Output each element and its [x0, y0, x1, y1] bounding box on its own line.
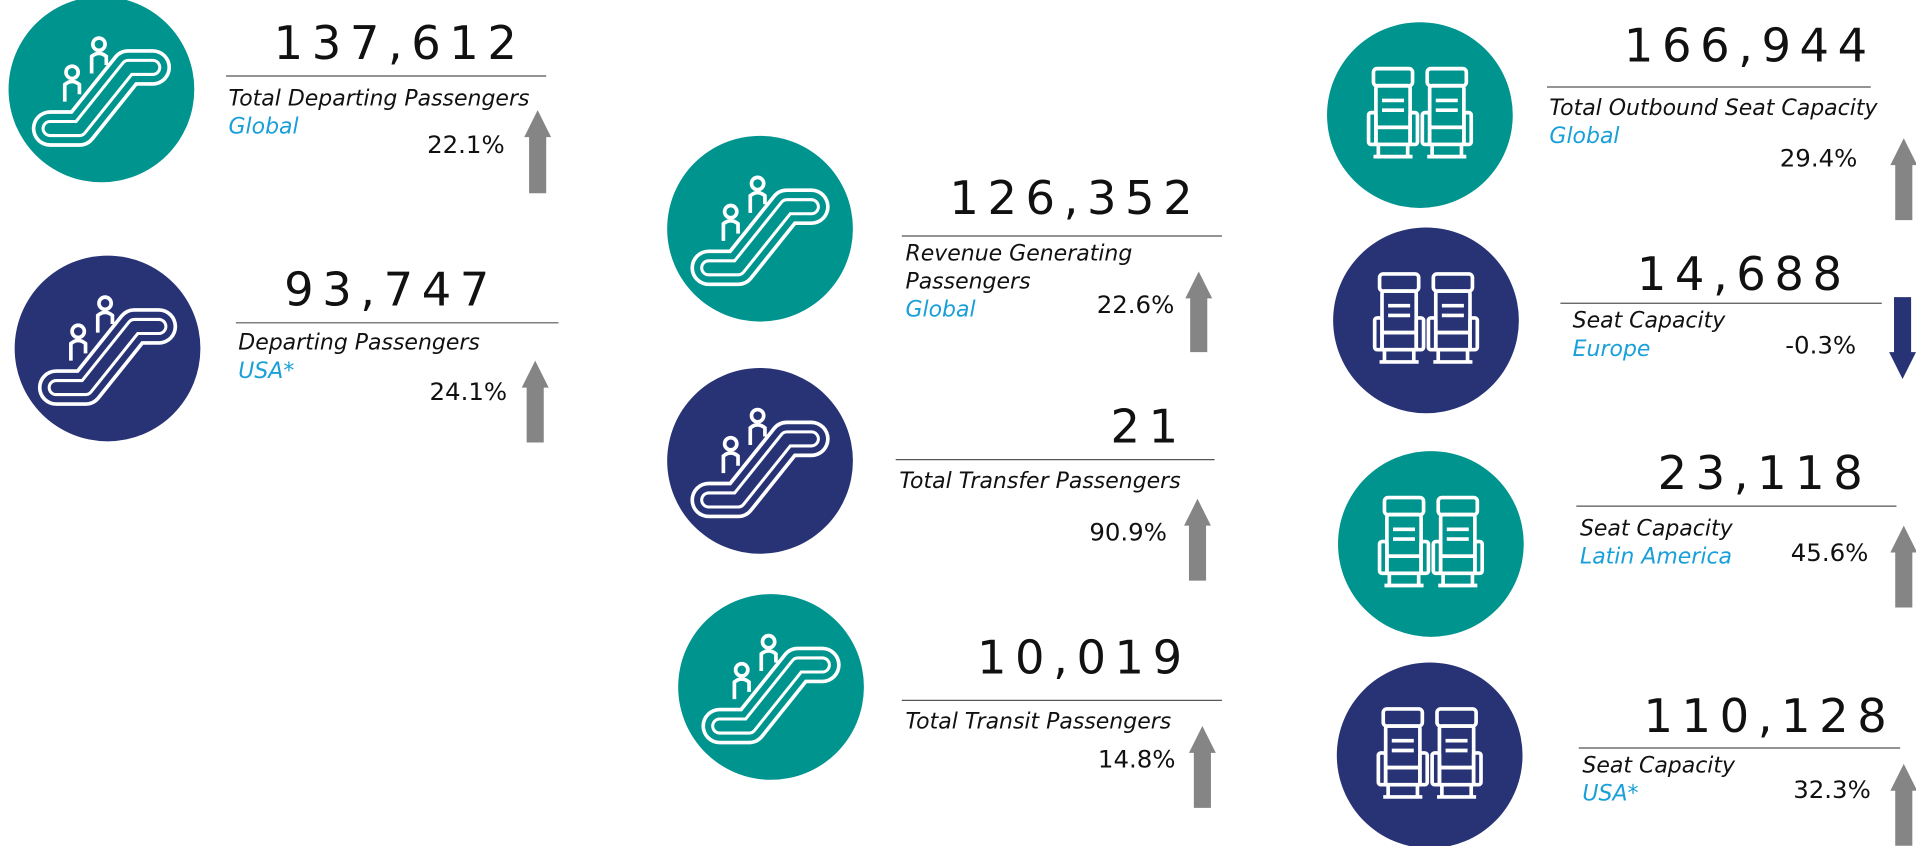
kpi-card: 10,019 Total Transit Passengers 14.8% [678, 594, 1222, 808]
trend-up-arrow [1890, 525, 1916, 608]
kpi-label: Seat Capacity [1580, 516, 1734, 541]
kpi-card: 110,128 Seat Capacity USA* 32.3% [1336, 662, 1916, 846]
kpi-card: 126,352 Revenue Generating Passengers Globa… [667, 135, 1222, 353]
kpi-label: Seat Capacity [1582, 753, 1736, 778]
kpi-value: 110,128 [1643, 689, 1895, 743]
kpi-change: 14.8% [1098, 745, 1176, 774]
kpi-label: Seat Capacity [1573, 309, 1727, 334]
kpi-value: 10,019 [977, 630, 1191, 684]
kpi-region: Latin America [1580, 545, 1732, 570]
trend-up-arrow [521, 360, 549, 443]
trend-up-arrow [524, 110, 552, 194]
kpi-label: Departing Passengers [238, 331, 480, 356]
icon-circle [1338, 451, 1524, 637]
kpi-value: 23,118 [1658, 446, 1872, 500]
kpi-region: USA* [238, 359, 294, 384]
kpi-label: Total Transit Passengers [905, 709, 1171, 734]
kpi-change: 45.6% [1791, 538, 1869, 567]
kpi-value: 166,944 [1624, 18, 1876, 72]
kpi-label: Total Departing Passengers [229, 86, 530, 111]
trend-up-arrow [1890, 763, 1916, 846]
kpi-value: 14,688 [1637, 247, 1851, 301]
kpi-value: 93,747 [284, 263, 498, 317]
icon-circle [1327, 22, 1513, 208]
kpi-value: 21 [1111, 400, 1187, 454]
kpi-region: Global [905, 298, 975, 323]
kpi-value: 137,612 [274, 16, 526, 70]
kpi-card: 166,944 Total Outbound Seat Capacity Globa… [1327, 18, 1916, 221]
kpi-change: 32.3% [1793, 775, 1871, 804]
kpi-card: 23,118 Seat Capacity Latin America 45.6% [1338, 446, 1916, 637]
trend-up-arrow [1188, 726, 1216, 808]
kpi-change: 24.1% [430, 377, 508, 406]
trend-up-arrow [1890, 138, 1916, 221]
trend-up-arrow [1184, 498, 1211, 581]
kpi-card: 14,688 Seat Capacity Europe -0.3% [1333, 227, 1916, 414]
kpi-label: Revenue Generating [905, 241, 1132, 266]
icon-circle [1333, 227, 1519, 414]
kpi-region: Global [1549, 124, 1619, 149]
kpi-label: Passengers [905, 270, 1030, 295]
kpi-card: 21 Total Transfer Passengers 90.9% [667, 368, 1215, 581]
kpi-card: 137,612 Total Departing Passengers Global 2… [8, 0, 552, 194]
kpi-change: -0.3% [1785, 330, 1856, 359]
kpi-region: Europe [1573, 337, 1651, 362]
kpi-value: 126,352 [949, 171, 1201, 225]
kpi-change: 22.6% [1097, 290, 1175, 319]
kpi-label: Total Outbound Seat Capacity [1549, 96, 1878, 121]
kpi-region: Global [229, 114, 299, 139]
kpi-label: Total Transfer Passengers [899, 469, 1180, 494]
trend-up-arrow [1185, 271, 1213, 353]
icon-circle [1336, 662, 1523, 846]
kpi-change: 29.4% [1780, 143, 1858, 172]
kpi-change: 90.9% [1089, 517, 1167, 546]
trend-down-arrow [1889, 297, 1916, 380]
kpi-region: USA* [1582, 782, 1638, 807]
kpi-change: 22.1% [427, 130, 505, 159]
kpi-card: 93,747 Departing Passengers USA* 24.1% [14, 255, 559, 443]
